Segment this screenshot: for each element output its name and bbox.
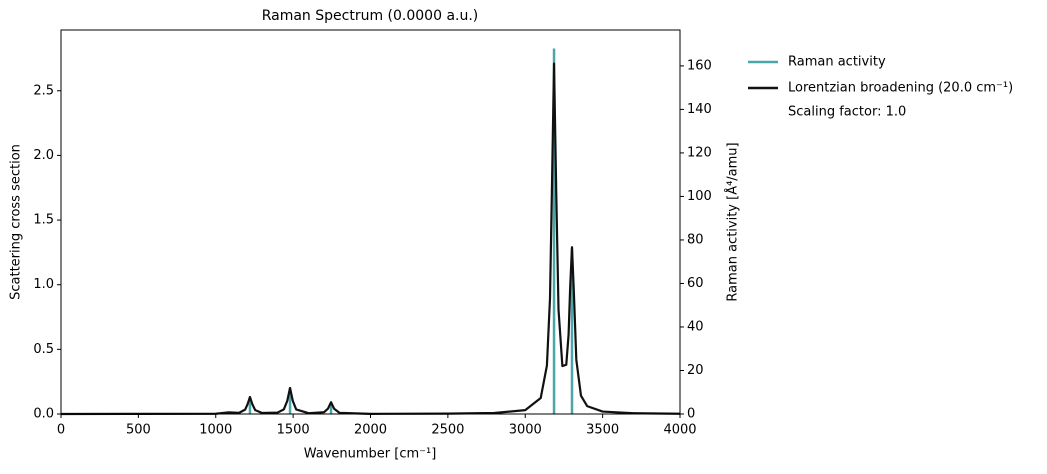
y2-tick-label: 160 xyxy=(687,58,712,73)
x-axis-label: Wavenumber [cm⁻¹] xyxy=(304,447,437,462)
y2-tick-label: 20 xyxy=(687,363,704,378)
x-tick-label: 2000 xyxy=(354,423,387,438)
y-tick-label: 0.5 xyxy=(33,342,54,357)
y2-tick-label: 140 xyxy=(687,102,712,117)
x-tick-label: 4000 xyxy=(663,423,696,438)
x-tick-label: 0 xyxy=(57,423,65,438)
x-tick-label: 3500 xyxy=(586,423,619,438)
y-tick-label: 1.5 xyxy=(33,213,54,228)
y2-tick-label: 0 xyxy=(687,407,695,422)
x-tick-label: 2500 xyxy=(431,423,464,438)
plot-frame xyxy=(60,29,681,415)
y-tick-label: 2.0 xyxy=(33,148,54,163)
chart-title: Raman Spectrum (0.0000 a.u.) xyxy=(262,8,479,24)
y-tick-label: 2.5 xyxy=(33,83,54,98)
y2-tick-label: 40 xyxy=(687,319,704,334)
y-tick-label: 1.0 xyxy=(33,277,54,292)
annotation: Scaling factor: 1.0 xyxy=(788,105,906,120)
y2-tick-label: 120 xyxy=(687,145,712,160)
legend-label: Lorentzian broadening (20.0 cm⁻¹) xyxy=(788,81,1013,96)
x-tick-label: 3000 xyxy=(509,423,542,438)
x-tick-label: 500 xyxy=(126,423,151,438)
y2-tick-label: 80 xyxy=(687,232,704,247)
y2-tick-label: 100 xyxy=(687,189,712,204)
x-tick-label: 1500 xyxy=(277,423,310,438)
x-tick-label: 1000 xyxy=(199,423,232,438)
y2-axis-label: Raman activity [Å⁴/amu] xyxy=(725,142,741,301)
y-tick-label: 0.0 xyxy=(33,407,54,422)
y-axis-label: Scattering cross section xyxy=(9,144,24,300)
legend-label: Raman activity xyxy=(788,55,886,70)
spectrum-line xyxy=(60,62,681,416)
y2-tick-label: 60 xyxy=(687,276,704,291)
